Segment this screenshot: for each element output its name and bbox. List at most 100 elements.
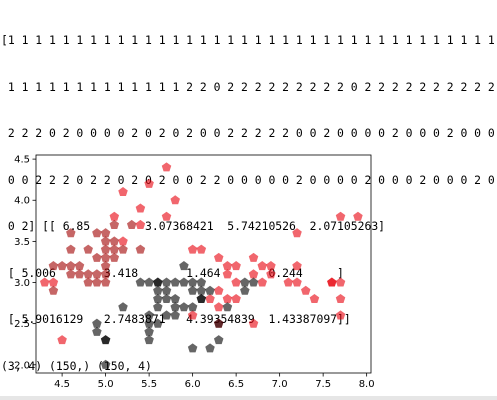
data-point xyxy=(118,187,128,197)
y-tick-label: 2.5 xyxy=(14,319,30,330)
data-point xyxy=(170,277,180,287)
data-point xyxy=(213,252,224,262)
data-point xyxy=(335,293,346,304)
data-point xyxy=(335,211,346,221)
data-point xyxy=(161,285,172,295)
data-point xyxy=(353,211,363,221)
data-point xyxy=(83,277,93,287)
data-point xyxy=(153,285,163,295)
data-point xyxy=(187,302,198,312)
data-point xyxy=(222,293,233,304)
data-point xyxy=(92,326,102,336)
data-point xyxy=(179,302,189,312)
y-tick-label: 2.0 xyxy=(14,360,30,371)
data-point xyxy=(135,203,146,213)
data-point xyxy=(66,228,76,238)
data-point xyxy=(74,261,85,271)
data-point xyxy=(196,293,207,304)
data-point xyxy=(100,252,111,262)
data-point xyxy=(144,335,154,345)
data-point xyxy=(196,244,207,254)
horizontal-scrollbar[interactable] xyxy=(0,396,497,400)
data-point xyxy=(135,244,146,254)
scatter-plot: 4.5 5.0 5.5 6.0 6.5 7.0 7.5 8.0 2.0 2.5 3.0 3.5 4.0… xyxy=(14,154,375,390)
data-point xyxy=(248,252,259,262)
x-tick-label: 5.0 xyxy=(98,379,114,390)
data-point xyxy=(92,318,102,328)
x-tick-label: 8.0 xyxy=(359,379,375,390)
data-point xyxy=(196,277,207,287)
data-point xyxy=(196,285,207,295)
data-point xyxy=(92,228,102,238)
data-point xyxy=(92,252,102,262)
x-tick-label: 4.5 xyxy=(54,379,70,390)
data-point xyxy=(66,244,76,254)
data-point xyxy=(161,211,172,221)
data-point xyxy=(83,269,93,279)
data-point xyxy=(309,293,320,304)
data-point xyxy=(292,277,302,287)
data-point xyxy=(100,244,111,254)
data-point xyxy=(74,269,85,279)
x-tick-label: 5.5 xyxy=(141,379,157,390)
y-tick-label: 3.0 xyxy=(14,278,30,289)
data-point xyxy=(100,277,111,287)
data-point xyxy=(39,277,50,287)
data-point xyxy=(248,277,259,287)
data-point xyxy=(292,228,302,238)
x-tick-label: 6.5 xyxy=(228,379,244,390)
data-point xyxy=(213,335,224,345)
data-point xyxy=(109,211,120,221)
console-line: [ 5.9016129 2.7483871 4.39354839 1.43387… xyxy=(7,312,351,326)
console-line: [1 1 1 1 1 1 1 1 1 1 1 1 1 1 1 1 1 1 1 1… xyxy=(1,33,497,47)
data-point xyxy=(266,261,276,271)
data-point xyxy=(100,335,111,345)
data-point xyxy=(135,277,146,287)
data-point xyxy=(153,293,163,304)
data-point xyxy=(153,302,163,312)
data-point xyxy=(187,310,198,320)
data-point xyxy=(213,285,224,295)
console-output: [1 1 1 1 1 1 1 1 1 1 1 1 1 1 1 1 1 1 1 1… xyxy=(1,33,497,373)
y-tick-label: 4.5 xyxy=(14,155,30,166)
data-point xyxy=(48,285,59,295)
data-point xyxy=(118,236,128,246)
data-point xyxy=(109,219,120,229)
data-point xyxy=(205,293,215,304)
data-point xyxy=(57,261,67,271)
data-point xyxy=(222,302,233,312)
data-point xyxy=(327,277,337,287)
data-point xyxy=(109,252,120,262)
data-point xyxy=(231,293,241,304)
data-point xyxy=(283,277,294,287)
data-point xyxy=(126,219,137,229)
data-point xyxy=(222,269,233,279)
x-axis: 4.5 5.0 5.5 6.0 6.5 7.0 7.5 8.0 xyxy=(54,373,375,390)
data-point xyxy=(161,162,172,172)
data-point xyxy=(240,285,250,295)
data-point xyxy=(100,269,111,279)
data-point xyxy=(222,261,233,271)
data-point xyxy=(187,343,198,353)
data-point xyxy=(213,318,224,328)
data-point xyxy=(170,302,180,312)
points-layer xyxy=(39,162,363,369)
data-point xyxy=(248,318,259,328)
data-point xyxy=(170,195,180,205)
data-point xyxy=(292,261,302,271)
data-point xyxy=(161,293,172,304)
data-point xyxy=(92,269,102,279)
data-point xyxy=(135,219,146,229)
data-point xyxy=(187,244,198,254)
data-point xyxy=(231,277,241,287)
data-point xyxy=(100,261,111,271)
data-point xyxy=(109,244,120,254)
x-tick-label: 7.0 xyxy=(272,379,288,390)
data-point xyxy=(100,236,111,246)
data-point xyxy=(100,359,111,369)
data-point xyxy=(66,261,76,271)
data-point xyxy=(161,277,172,287)
data-point xyxy=(161,310,172,320)
data-point xyxy=(48,261,59,271)
data-point xyxy=(118,244,128,254)
